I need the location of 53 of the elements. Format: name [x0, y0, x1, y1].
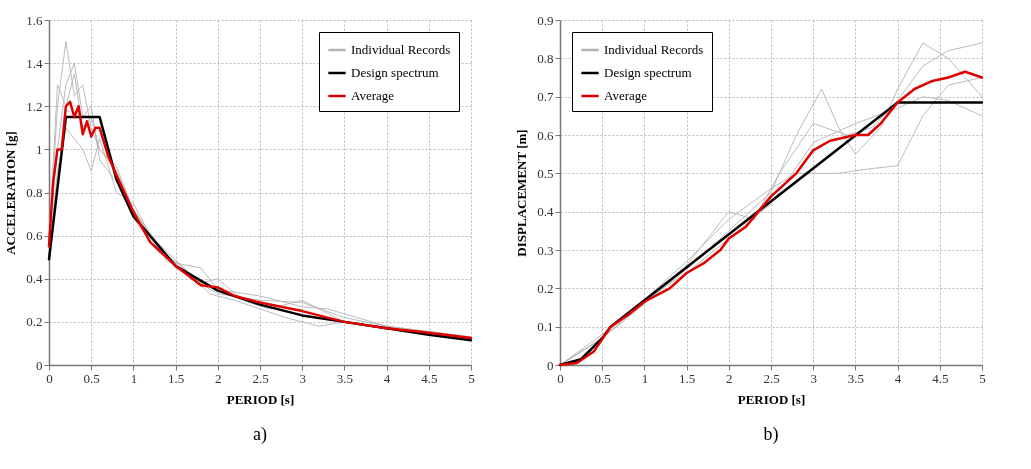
- y-tick-label: 0: [547, 357, 554, 373]
- y-tick-label: 0.4: [537, 204, 554, 220]
- y-tick-label: 0.9: [537, 12, 554, 28]
- y-tick-label: 0.8: [26, 185, 43, 200]
- x-tick-label: 3.5: [847, 370, 865, 386]
- x-tick-label: 2.5: [252, 370, 269, 386]
- x-tick-label: 1.5: [167, 370, 185, 386]
- x-tick-label: 2: [215, 370, 222, 386]
- x-tick-label: 0.5: [594, 370, 611, 386]
- y-tick-label: 0.4: [26, 271, 43, 287]
- x-axis-title: PERIOD [s]: [737, 391, 806, 407]
- x-tick-label: 1.5: [678, 370, 696, 386]
- x-axis-title: PERIOD [s]: [226, 391, 295, 407]
- legend-label: Individual Records: [604, 42, 704, 57]
- x-tick-label: 4.5: [421, 370, 438, 386]
- y-tick-label: 0.6: [26, 228, 43, 244]
- legend-label: Design spectrum: [351, 65, 439, 80]
- x-tick-label: 0: [46, 370, 53, 386]
- legend-label: Design spectrum: [604, 65, 692, 80]
- y-tick-label: 0.8: [537, 50, 554, 66]
- x-tick-label: 5: [979, 370, 986, 386]
- y-tick-label: 0.6: [537, 127, 554, 143]
- x-tick-label: 2: [726, 370, 733, 386]
- legend-label: Average: [351, 88, 395, 103]
- y-tick-label: 1.6: [26, 12, 43, 28]
- x-tick-label: 2.5: [763, 370, 780, 386]
- y-tick-label: 0: [36, 357, 43, 373]
- x-tick-label: 3: [810, 370, 817, 386]
- x-tick-label: 4: [383, 370, 391, 386]
- x-tick-label: 5: [468, 370, 475, 386]
- y-tick-label: 0.2: [26, 314, 43, 330]
- legend-label: Individual Records: [351, 42, 451, 57]
- x-tick-label: 4: [894, 370, 902, 386]
- y-tick-label: 0.5: [537, 165, 554, 181]
- y-tick-label: 0.7: [537, 89, 554, 105]
- x-tick-label: 0.5: [83, 370, 100, 386]
- y-axis-title: ACCELERATION [g]: [3, 131, 19, 255]
- y-tick-label: 1.2: [26, 98, 43, 114]
- text: b): [763, 424, 779, 445]
- x-tick-label: 0: [557, 370, 564, 386]
- x-tick-label: 1: [641, 370, 649, 386]
- y-tick-label: 1.4: [26, 55, 43, 71]
- y-axis-title: DISPLACEMENT [m]: [514, 129, 530, 257]
- x-tick-label: 4.5: [932, 370, 949, 386]
- text: a): [253, 424, 267, 445]
- legend-label: Average: [604, 88, 648, 103]
- y-tick-label: 0.1: [537, 319, 554, 335]
- x-tick-label: 1: [130, 370, 138, 386]
- y-tick-label: 0.2: [537, 280, 554, 296]
- y-tick-label: 0.3: [537, 242, 554, 258]
- x-tick-label: 3.5: [336, 370, 354, 386]
- y-tick-label: 1: [36, 141, 43, 157]
- x-tick-label: 3: [299, 370, 306, 386]
